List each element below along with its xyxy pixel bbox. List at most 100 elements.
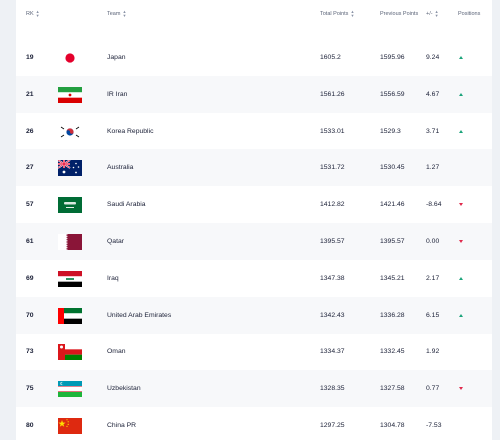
arrow-up-icon (459, 56, 463, 59)
arrow-down-icon (459, 387, 463, 391)
total-points: 1395.57 (320, 238, 345, 245)
team-name[interactable]: China PR (107, 422, 137, 429)
scrollbar[interactable] (493, 0, 500, 440)
total-points: 1531.72 (320, 164, 345, 172)
team-name[interactable]: IR Iran (107, 90, 128, 98)
total-points: 1561.26 (320, 90, 345, 98)
team-name[interactable]: Oman (107, 348, 126, 356)
australia-flag (58, 160, 82, 177)
arrow-up-icon (459, 92, 463, 96)
total-points: 1334.37 (320, 348, 345, 356)
table-row[interactable]: 57 Saudi Arabia 1412.82 1421.46 -8.64 (16, 186, 492, 223)
rank-value: 73 (26, 348, 34, 356)
rank-value: 70 (26, 311, 34, 319)
team-column-header[interactable]: Team ▲ ▼ (107, 9, 127, 18)
previous-points-column-header: Previous Points (380, 11, 419, 17)
rk-column-header[interactable]: RK ▲ ▼ (26, 9, 40, 18)
uae-flag (58, 307, 82, 324)
points-diff: -7.53 (426, 422, 442, 429)
position-change (459, 113, 463, 150)
team-name[interactable]: Uzbekistan (107, 385, 141, 393)
table-row[interactable]: 21 IR Iran 1561.26 1556.59 4.67 (16, 75, 492, 113)
previous-points: 1345.21 (380, 274, 405, 282)
points-diff: 1.92 (426, 348, 440, 356)
team-name[interactable]: Qatar (107, 238, 124, 245)
previous-points: 1529.3 (380, 127, 401, 135)
previous-points: 1421.46 (380, 201, 405, 209)
table-row[interactable]: 19 Japan 1605.2 1595.96 9.24 (16, 39, 492, 76)
previous-points: 1395.57 (380, 238, 405, 245)
total-points: 1412.82 (320, 201, 345, 209)
position-change (459, 223, 463, 260)
table-row[interactable]: 61 Qatar 1395.57 1395.57 0.00 (16, 223, 492, 260)
rank-value: 75 (26, 385, 34, 393)
total-points: 1328.35 (320, 385, 345, 393)
sort-icon: ▲ ▼ (35, 9, 40, 18)
rank-value: 69 (26, 274, 34, 282)
points-diff: 4.67 (426, 90, 440, 98)
position-change (459, 260, 463, 297)
position-change (459, 186, 463, 223)
rank-value: 19 (26, 54, 34, 61)
team-name[interactable]: Japan (107, 54, 126, 61)
table-row[interactable]: 27 Australia 1531.72 1530.45 1.27 (16, 149, 492, 187)
team-name[interactable]: Australia (107, 164, 134, 172)
table-row[interactable]: 75 Uzbekistan 1328.35 1327.58 0.77 (16, 370, 492, 408)
previous-points: 1595.96 (380, 54, 405, 61)
china-flag (58, 418, 82, 434)
points-diff: 9.24 (426, 54, 440, 61)
table-row[interactable]: 70 United Arab Emirates 1342.43 1336.28 6.15 (16, 296, 492, 334)
position-change (459, 76, 463, 113)
previous-points: 1304.78 (380, 422, 405, 429)
team-name[interactable]: Saudi Arabia (107, 201, 146, 209)
table-row[interactable]: 69 Iraq 1347.38 1345.21 2.17 (16, 260, 492, 297)
iran-flag (58, 86, 82, 103)
points-diff: 3.71 (426, 127, 440, 135)
total-points: 1297.25 (320, 422, 345, 429)
korea-flag (58, 123, 82, 140)
table-header: RK ▲ ▼ Team ▲ ▼ Total Points ▲ ▼ Previous Poin… (16, 0, 492, 28)
iraq-flag (58, 270, 82, 287)
rank-value: 61 (26, 238, 34, 245)
sort-icon: ▲ ▼ (350, 9, 355, 18)
table-row[interactable]: 26 Korea Republic 1533.01 1529.3 3.71 (16, 113, 492, 150)
total-points: 1347.38 (320, 274, 345, 282)
team-name[interactable]: United Arab Emirates (107, 311, 172, 319)
points-diff: 1.27 (426, 164, 440, 172)
previous-points: 1336.28 (380, 311, 405, 319)
positions-column-header: Positions (458, 11, 481, 17)
rank-value: 26 (26, 127, 34, 135)
team-name[interactable]: Korea Republic (107, 127, 154, 135)
arrow-up-icon (459, 129, 463, 133)
total-points: 1533.01 (320, 127, 345, 135)
arrow-down-icon (459, 203, 463, 207)
points-diff: -8.64 (426, 201, 442, 209)
rank-value: 27 (26, 164, 34, 172)
points-diff: 0.00 (426, 238, 440, 245)
position-change (459, 39, 463, 76)
position-change (459, 297, 463, 334)
uzbekistan-flag (58, 381, 82, 398)
arrow-up-icon (459, 276, 463, 280)
oman-flag (58, 344, 82, 361)
rank-value: 80 (26, 422, 34, 429)
table-row[interactable]: 80 China PR 1297.25 1304.78 -7.53 (16, 407, 492, 440)
points-diff: 2.17 (426, 274, 440, 282)
arrow-up-icon (459, 313, 463, 317)
total-points: 1605.2 (320, 54, 341, 61)
japan-flag (58, 50, 82, 66)
arrow-down-icon (459, 240, 463, 243)
total-points: 1342.43 (320, 311, 345, 319)
rank-value: 21 (26, 90, 34, 98)
points-diff: 6.15 (426, 311, 440, 319)
previous-points: 1530.45 (380, 164, 405, 172)
position-change (459, 370, 463, 407)
table-row[interactable]: 73 Oman 1334.37 1332.45 1.92 (16, 333, 492, 370)
previous-points: 1327.58 (380, 385, 405, 393)
diff-column-header[interactable]: +/- ▲ ▼ (426, 9, 439, 18)
team-name[interactable]: Iraq (107, 274, 119, 282)
sort-icon: ▲ ▼ (434, 9, 439, 18)
total-points-column-header[interactable]: Total Points ▲ ▼ (320, 9, 355, 18)
previous-points: 1332.45 (380, 348, 405, 356)
saudi-arabia-flag (58, 197, 82, 214)
